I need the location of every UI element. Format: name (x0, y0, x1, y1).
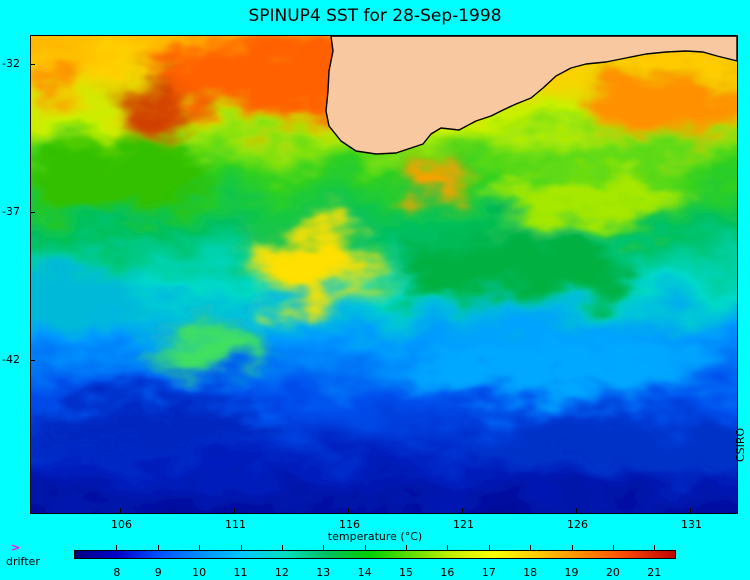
colorbar-tick-mark (488, 545, 490, 551)
y-tick-label: -37 (2, 205, 20, 218)
x-tick-label: 126 (567, 518, 588, 531)
y-tick-mark (30, 360, 35, 361)
x-tick-mark (348, 508, 349, 513)
colorbar-tick-mark (323, 545, 325, 551)
colorbar-tick-label: 10 (192, 566, 207, 579)
colorbar-tick-label: 8 (113, 566, 121, 579)
drifter-legend-label: drifter (6, 555, 40, 568)
colorbar-tick-mark (654, 545, 656, 551)
colorbar-tick-mark (240, 545, 242, 551)
sst-map (30, 35, 738, 514)
colorbar-tick-label: 17 (481, 566, 496, 579)
colorbar-tick-mark (116, 545, 118, 551)
sst-field (31, 36, 737, 513)
colorbar-tick-label: 13 (316, 566, 331, 579)
colorbar-tick-label: 20 (605, 566, 620, 579)
y-tick-label: -32 (2, 57, 20, 70)
colorbar-tick-label: 18 (523, 566, 538, 579)
credit-label: CSIRO (734, 427, 747, 462)
colorbar-tick-mark (281, 545, 283, 551)
colorbar-tick-mark (447, 545, 449, 551)
x-tick-label: 106 (111, 518, 132, 531)
colorbar-tick-label: 12 (274, 566, 289, 579)
colorbar-tick-label: 19 (564, 566, 579, 579)
colorbar-tick-label: 9 (154, 566, 162, 579)
colorbar-tick-mark (612, 545, 614, 551)
y-tick-mark (30, 64, 35, 65)
colorbar-tick-mark (406, 545, 408, 551)
y-tick-mark (30, 212, 35, 213)
colorbar-tick-mark (199, 545, 201, 551)
colorbar-tick-mark (157, 545, 159, 551)
colorbar-tick-label: 16 (440, 566, 455, 579)
x-tick-label: 121 (453, 518, 474, 531)
colorbar-tick-mark (364, 545, 366, 551)
x-tick-label: 131 (681, 518, 702, 531)
colorbar (74, 550, 676, 559)
colorbar-tick-label: 14 (357, 566, 372, 579)
x-tick-mark (690, 508, 691, 513)
drifter-marker-icon: > (11, 541, 21, 554)
x-tick-mark (462, 508, 463, 513)
y-tick-label: -42 (2, 353, 20, 366)
x-tick-label: 111 (225, 518, 246, 531)
x-tick-mark (234, 508, 235, 513)
map-title: SPINUP4 SST for 28-Sep-1998 (248, 6, 502, 26)
x-tick-mark (120, 508, 121, 513)
land-mass (325, 36, 737, 155)
x-tick-mark (576, 508, 577, 513)
colorbar-tick-label: 21 (647, 566, 662, 579)
colorbar-tick-mark (571, 545, 573, 551)
colorbar-title: temperature (°C) (327, 530, 423, 543)
colorbar-tick-label: 15 (399, 566, 414, 579)
colorbar-tick-label: 11 (233, 566, 248, 579)
x-tick-label: 116 (339, 518, 360, 531)
colorbar-tick-mark (530, 545, 532, 551)
